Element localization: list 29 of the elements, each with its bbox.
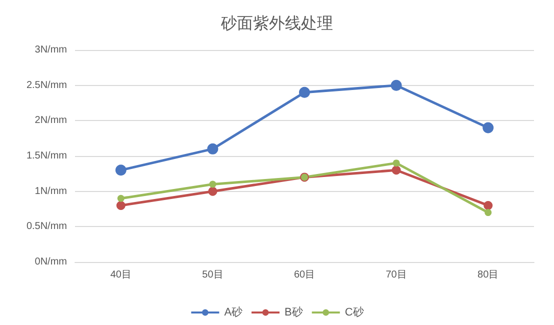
point bbox=[207, 143, 218, 154]
legend-label: B砂 bbox=[284, 306, 303, 318]
point bbox=[209, 180, 216, 188]
y-tick-label: 0.5N/mm bbox=[26, 221, 67, 232]
y-tick-label: 2N/mm bbox=[34, 115, 67, 126]
point bbox=[208, 186, 218, 196]
point bbox=[392, 160, 400, 167]
chart-title: 砂面紫外线处理 bbox=[220, 14, 333, 32]
y-tick-label: 1.5N/mm bbox=[26, 150, 67, 162]
y-tick-label: 0N/mm bbox=[34, 256, 67, 268]
x-tick-label: 70目 bbox=[386, 270, 407, 280]
point bbox=[115, 164, 126, 176]
point bbox=[116, 200, 126, 210]
legend-label: C砂 bbox=[344, 306, 364, 318]
x-tick-label: 60目 bbox=[294, 270, 316, 280]
legend-label: A砂 bbox=[224, 306, 243, 318]
point bbox=[117, 194, 124, 202]
y-tick-label: 2.5N/mm bbox=[26, 80, 67, 91]
point bbox=[392, 166, 401, 175]
point bbox=[390, 80, 402, 91]
point bbox=[482, 122, 494, 134]
x-tick-label: 80目 bbox=[478, 270, 499, 280]
x-tick-label: 40目 bbox=[110, 270, 132, 280]
point bbox=[484, 209, 492, 216]
y-tick-label: 3N/mm bbox=[34, 44, 67, 56]
point bbox=[484, 200, 493, 210]
y-tick-label: 1N/mm bbox=[34, 186, 67, 197]
x-tick-label: 50目 bbox=[202, 270, 224, 280]
point bbox=[299, 86, 310, 98]
